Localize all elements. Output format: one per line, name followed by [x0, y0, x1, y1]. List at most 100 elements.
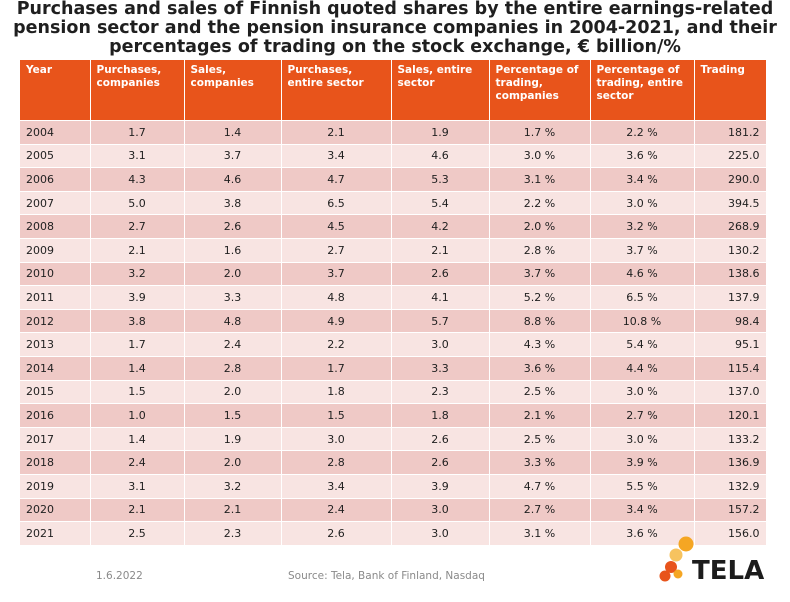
value-cell: 3.0: [281, 427, 392, 452]
value-cell: 2.0: [184, 450, 282, 475]
value-cell: 5.7: [391, 309, 490, 334]
value-cell: 4.7: [281, 167, 392, 192]
value-cell: 225.0: [694, 144, 767, 169]
value-cell: 2.8: [281, 450, 392, 475]
value-cell: 1.7: [281, 356, 392, 381]
value-cell: 95.1: [694, 332, 767, 357]
value-cell: 3.7 %: [489, 262, 591, 287]
value-cell: 2.1: [184, 498, 282, 523]
value-cell: 4.9: [281, 309, 392, 334]
value-cell: 3.2 %: [590, 214, 695, 239]
value-cell: 3.8: [184, 191, 282, 216]
year-cell: 2018: [20, 450, 91, 475]
value-cell: 2.8 %: [489, 238, 591, 263]
value-cell: 157.2: [694, 498, 767, 523]
value-cell: 3.9 %: [590, 450, 695, 475]
footer-source: Source: Tela, Bank of Finland, Nasdaq: [288, 570, 485, 582]
tela-dots-logo-icon: [659, 536, 694, 582]
value-cell: 1.4: [184, 120, 282, 145]
value-cell: 2.7: [281, 238, 392, 263]
value-cell: 136.9: [694, 450, 767, 475]
value-cell: 3.2: [184, 474, 282, 499]
value-cell: 4.6 %: [590, 262, 695, 287]
value-cell: 5.3: [391, 167, 490, 192]
value-cell: 3.0: [391, 332, 490, 357]
value-cell: 3.6 %: [590, 521, 695, 546]
value-cell: 1.5: [184, 403, 282, 428]
year-cell: 2010: [20, 262, 91, 287]
value-cell: 4.6: [391, 144, 490, 169]
table-row: 2015 1.5 2.0 1.8 2.3 2.5 % 3.0 % 137.0: [20, 380, 767, 405]
value-cell: 3.3 %: [489, 450, 591, 475]
value-cell: 2.8: [184, 356, 282, 381]
column-header: Trading: [694, 60, 767, 121]
column-header: Percentage of trading, companies: [489, 60, 591, 121]
column-header: Sales, companies: [184, 60, 282, 121]
logo-text: TELA: [692, 556, 765, 586]
value-cell: 3.0 %: [590, 380, 695, 405]
column-header: Purchases, entire sector: [281, 60, 392, 121]
table-row: 2017 1.4 1.9 3.0 2.6 2.5 % 3.0 % 133.2: [20, 427, 767, 452]
title-line-2: pension sector and the pension insurance…: [13, 18, 777, 38]
table-row: 2021 2.5 2.3 2.6 3.0 3.1 % 3.6 % 156.0: [20, 521, 767, 546]
value-cell: 2.1: [281, 120, 392, 145]
value-cell: 2.5 %: [489, 427, 591, 452]
table-row: 2019 3.1 3.2 3.4 3.9 4.7 % 5.5 % 132.9: [20, 474, 767, 499]
value-cell: 2.4: [184, 332, 282, 357]
value-cell: 3.4 %: [590, 167, 695, 192]
value-cell: 5.2 %: [489, 285, 591, 310]
value-cell: 2.1: [391, 238, 490, 263]
year-cell: 2021: [20, 521, 91, 546]
year-cell: 2016: [20, 403, 91, 428]
value-cell: 6.5 %: [590, 285, 695, 310]
year-cell: 2019: [20, 474, 91, 499]
value-cell: 1.7 %: [489, 120, 591, 145]
value-cell: 10.8 %: [590, 309, 695, 334]
value-cell: 2.1 %: [489, 403, 591, 428]
table-row: 2020 2.1 2.1 2.4 3.0 2.7 % 3.4 % 157.2: [20, 498, 767, 523]
table-row: 2008 2.7 2.6 4.5 4.2 2.0 % 3.2 % 268.9: [20, 214, 767, 239]
value-cell: 1.6: [184, 238, 282, 263]
value-cell: 3.0 %: [489, 144, 591, 169]
value-cell: 3.7 %: [590, 238, 695, 263]
value-cell: 2.0: [184, 262, 282, 287]
year-cell: 2009: [20, 238, 91, 263]
value-cell: 2.1: [90, 498, 185, 523]
value-cell: 3.6 %: [590, 144, 695, 169]
table-row: 2009 2.1 1.6 2.7 2.1 2.8 % 3.7 % 130.2: [20, 238, 767, 263]
value-cell: 2.2: [281, 332, 392, 357]
value-cell: 1.7: [90, 332, 185, 357]
value-cell: 4.6: [184, 167, 282, 192]
year-cell: 2017: [20, 427, 91, 452]
value-cell: 181.2: [694, 120, 767, 145]
page-title: Purchases and sales of Finnish quoted sh…: [0, 0, 790, 57]
value-cell: 2.3: [391, 380, 490, 405]
value-cell: 115.4: [694, 356, 767, 381]
value-cell: 2.5: [90, 521, 185, 546]
value-cell: 2.4: [90, 450, 185, 475]
value-cell: 1.9: [391, 120, 490, 145]
year-cell: 2008: [20, 214, 91, 239]
year-cell: 2014: [20, 356, 91, 381]
value-cell: 3.9: [391, 474, 490, 499]
year-cell: 2004: [20, 120, 91, 145]
value-cell: 5.4 %: [590, 332, 695, 357]
value-cell: 1.8: [281, 380, 392, 405]
title-line-3: percentages of trading on the stock exch…: [109, 37, 681, 57]
table-row: 2012 3.8 4.8 4.9 5.7 8.8 % 10.8 % 98.4: [20, 309, 767, 334]
value-cell: 3.1: [90, 144, 185, 169]
year-cell: 2015: [20, 380, 91, 405]
value-cell: 2.6: [391, 427, 490, 452]
value-cell: 2.6: [391, 450, 490, 475]
table-row: 2006 4.3 4.6 4.7 5.3 3.1 % 3.4 % 290.0: [20, 167, 767, 192]
value-cell: 98.4: [694, 309, 767, 334]
value-cell: 5.5 %: [590, 474, 695, 499]
tela-logo: TELA: [644, 534, 764, 590]
value-cell: 2.6: [281, 521, 392, 546]
year-cell: 2007: [20, 191, 91, 216]
value-cell: 2.6: [391, 262, 490, 287]
value-cell: 3.4: [281, 144, 392, 169]
value-cell: 4.3: [90, 167, 185, 192]
value-cell: 4.3 %: [489, 332, 591, 357]
table-body: 2004 1.7 1.4 2.1 1.9 1.7 % 2.2 % 181.2 2005 3.1 3.…: [20, 120, 767, 546]
